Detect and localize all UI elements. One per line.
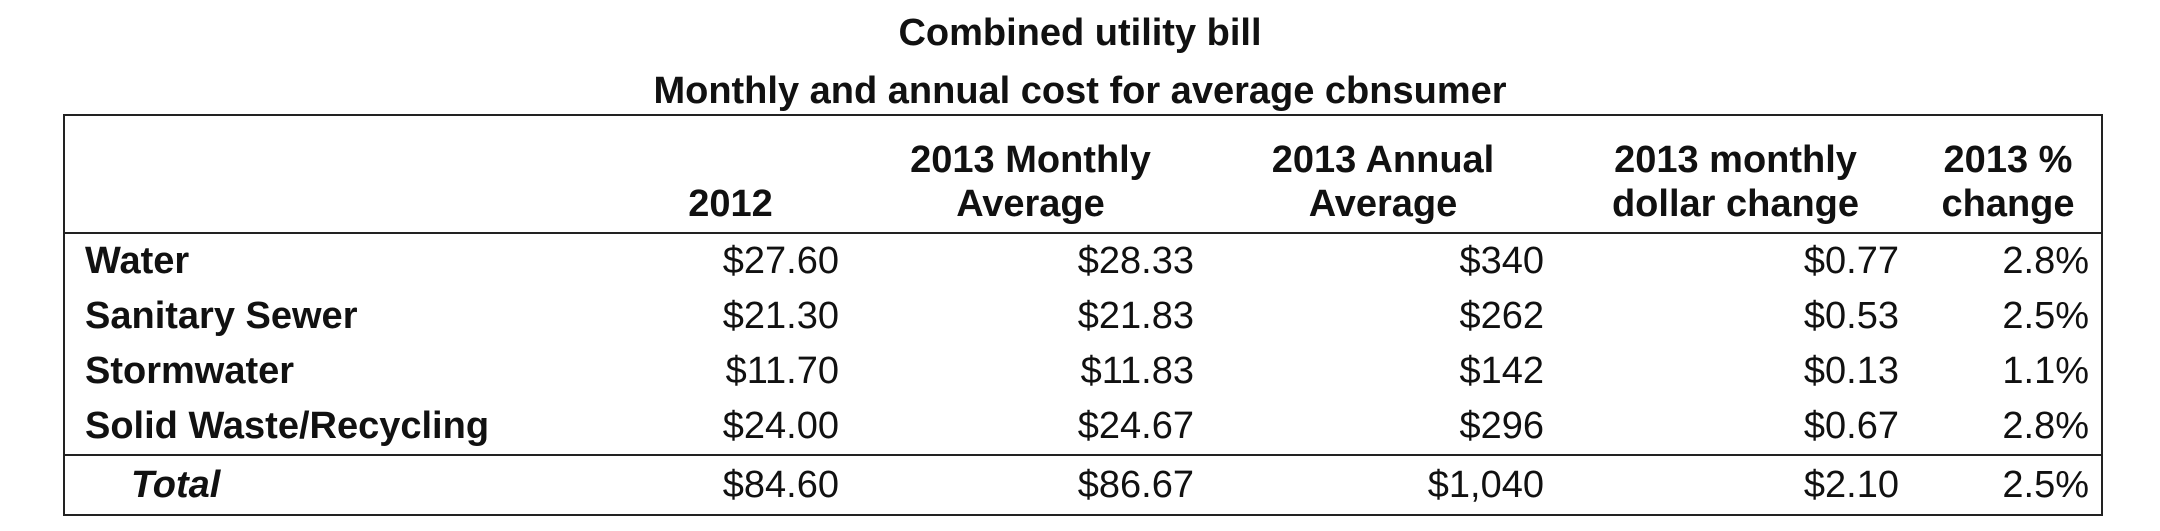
header-text: Average <box>956 183 1105 225</box>
table-subtitle: Monthly and annual cost for average cbns… <box>653 70 1507 112</box>
row-label: Stormwater <box>85 350 295 392</box>
table-cell: $21.30 <box>722 295 839 337</box>
table-cell: $340 <box>1208 232 1558 289</box>
table-cell: $21.83 <box>1077 295 1194 337</box>
header-cell-2013-monthly: 2013 Monthly Average <box>853 114 1208 233</box>
table-cell: $11.83 <box>1080 350 1194 392</box>
row-label: Water <box>63 232 608 289</box>
header-cell-label <box>63 114 608 233</box>
header-cell-dollar-change: 2013 monthly dollar change <box>1558 114 1913 233</box>
table-cell: $11.70 <box>725 350 839 392</box>
table-cell: $86.67 <box>853 454 1208 516</box>
header-cell-pct-change: 2013 % change <box>1913 114 2103 233</box>
row-label-total: Total <box>63 454 608 516</box>
table-title: Combined utility bill <box>898 12 1262 54</box>
table-row-total: Total $84.60 $86.67 $1,040 $2.10 2.5% <box>63 454 2103 516</box>
header-text: dollar change <box>1611 183 1860 225</box>
table-cell: $24.00 <box>722 405 839 447</box>
table-row: Water $27.60 $28.33 $340 $0.77 2.8% <box>63 232 2103 289</box>
table-cell: 2.5% <box>2002 295 2089 337</box>
table-cell: $28.33 <box>853 232 1208 289</box>
table-cell: $296 <box>1459 405 1544 447</box>
table-cell: $24.67 <box>1077 405 1194 447</box>
row-label: Sanitary Sewer <box>85 295 358 337</box>
header-row: 2012 2013 Monthly Average 2013 Annual Av… <box>63 114 2103 233</box>
header-text: 2013 Annual <box>1271 139 1495 181</box>
table-right-border <box>2101 114 2103 516</box>
table-cell: 2.8% <box>1913 232 2103 289</box>
table-cell: $27.60 <box>608 232 853 289</box>
header-cell-2012: 2012 <box>608 114 853 233</box>
table-cell: $0.67 <box>1803 405 1899 447</box>
table-cell: $0.77 <box>1558 232 1913 289</box>
header-text: Average <box>1308 183 1458 225</box>
table-row: Solid Waste/Recycling $24.00 $24.67 $296… <box>63 399 2103 455</box>
header-text: change <box>1941 183 2075 225</box>
utility-bill-table: 2012 2013 Monthly Average 2013 Annual Av… <box>63 114 2103 516</box>
table-row: Stormwater $11.70 $11.83 $142 $0.13 1.1% <box>63 344 2103 399</box>
header-text: 2013 % <box>1943 139 2073 181</box>
table-left-border <box>63 114 65 516</box>
header-cell-2013-annual: 2013 Annual Average <box>1208 114 1558 233</box>
table-cell: $1,040 <box>1208 454 1558 516</box>
table-cell: $262 <box>1459 295 1544 337</box>
header-text: 2013 Monthly <box>910 139 1151 181</box>
row-label: Solid Waste/Recycling <box>85 405 490 447</box>
table-row: Sanitary Sewer $21.30 $21.83 $262 $0.53 … <box>63 289 2103 344</box>
table-cell: $0.13 <box>1803 350 1899 392</box>
table-cell: $2.10 <box>1558 454 1913 516</box>
table-cell: 2.8% <box>2002 405 2089 447</box>
table-cell: 2.5% <box>1913 454 2103 516</box>
header-text: 2013 monthly <box>1614 139 1857 181</box>
table-cell: $84.60 <box>608 454 853 516</box>
table-cell: 1.1% <box>2002 350 2089 392</box>
table-cell: $142 <box>1459 350 1544 392</box>
table-cell: $0.53 <box>1803 295 1899 337</box>
